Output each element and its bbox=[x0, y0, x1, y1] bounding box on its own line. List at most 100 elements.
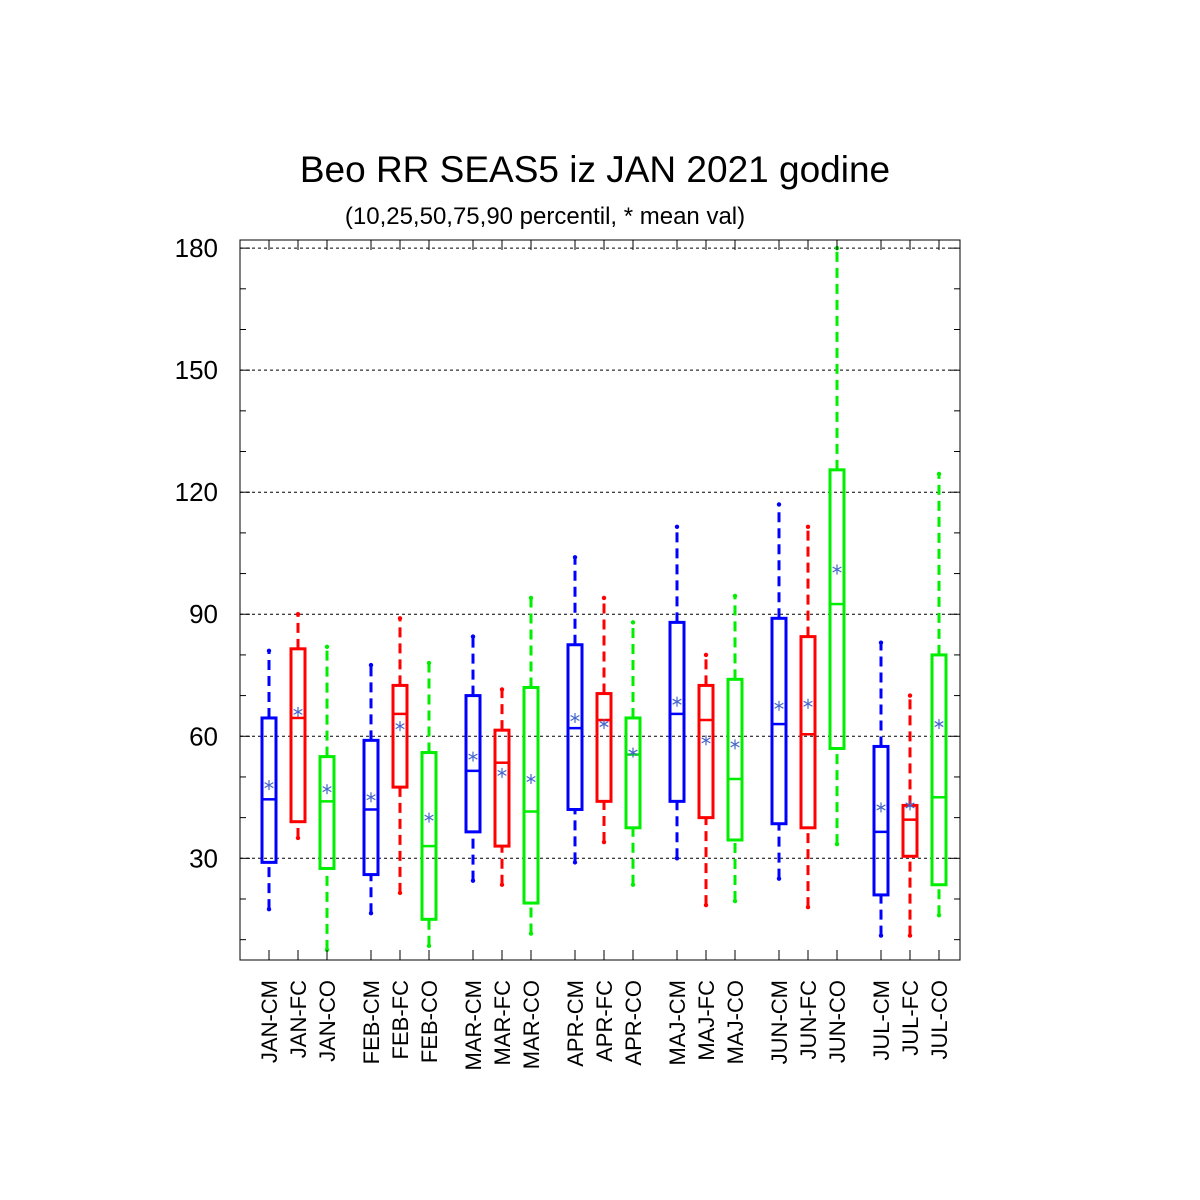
x-tick-label: JAN-FC bbox=[286, 980, 311, 1058]
mean-stroke bbox=[264, 782, 274, 789]
box-iqr bbox=[624, 716, 642, 830]
mean-marker bbox=[570, 712, 580, 723]
y-tick-label: 90 bbox=[189, 599, 218, 629]
box-mar-cm bbox=[464, 634, 482, 883]
mean-marker bbox=[395, 721, 405, 732]
whisker-end-p90 bbox=[878, 640, 884, 645]
mean-stroke bbox=[293, 708, 303, 715]
box-iqr bbox=[828, 468, 846, 750]
mean-marker bbox=[905, 800, 915, 811]
mean-marker bbox=[876, 802, 886, 813]
box-apr-cm bbox=[566, 555, 584, 865]
whisker-end-p90 bbox=[368, 662, 374, 668]
box-jan-cm bbox=[260, 648, 278, 912]
whisker-end-p10 bbox=[703, 902, 709, 908]
mean-marker bbox=[293, 706, 303, 717]
x-tick-label: JUL-CO bbox=[927, 980, 952, 1059]
box-iqr bbox=[872, 744, 890, 897]
mean-stroke bbox=[730, 741, 740, 748]
y-tick-label: 30 bbox=[189, 843, 218, 873]
mean-stroke bbox=[832, 566, 842, 573]
x-tick-label: APR-CM bbox=[563, 980, 588, 1067]
box-jan-co bbox=[318, 644, 336, 953]
mean-marker bbox=[424, 812, 434, 823]
mean-stroke bbox=[395, 723, 405, 730]
box-iqr bbox=[420, 751, 438, 921]
box-jul-fc bbox=[901, 693, 919, 938]
grid-lines bbox=[240, 247, 960, 859]
mean-stroke bbox=[497, 769, 507, 776]
mean-marker bbox=[497, 767, 507, 778]
whisker-end-p10 bbox=[470, 878, 476, 883]
whisker-end-p90 bbox=[397, 616, 403, 621]
mean-stroke bbox=[366, 794, 376, 801]
x-tick-label: FEB-CO bbox=[417, 980, 442, 1063]
box-iqr bbox=[362, 738, 380, 877]
whisker-end-p90 bbox=[266, 648, 272, 654]
mean-stroke bbox=[526, 775, 536, 783]
x-tick-label: APR-FC bbox=[592, 980, 617, 1062]
mean-marker bbox=[832, 564, 842, 575]
whisker-end-p10 bbox=[601, 839, 607, 845]
whisker-end-p90 bbox=[499, 687, 505, 692]
mean-stroke bbox=[468, 753, 478, 760]
whisker-end-p10 bbox=[630, 882, 636, 887]
x-tick-label: FEB-CM bbox=[359, 980, 384, 1064]
box-jun-cm bbox=[770, 502, 788, 881]
box-iqr bbox=[522, 685, 540, 905]
whisker-end-p90 bbox=[572, 555, 578, 560]
box-iqr bbox=[289, 647, 307, 824]
whisker-end-p10 bbox=[397, 890, 403, 896]
box-jun-co bbox=[828, 245, 846, 847]
whisker-end-p90 bbox=[528, 595, 534, 601]
x-tick-label: FEB-FC bbox=[388, 980, 413, 1060]
mean-stroke bbox=[905, 802, 915, 809]
box-iqr bbox=[930, 653, 948, 887]
whisker-end-p90 bbox=[324, 644, 330, 649]
box-iqr bbox=[799, 635, 817, 830]
box-feb-co bbox=[420, 660, 438, 948]
whisker-end-p90 bbox=[470, 634, 476, 639]
mean-marker bbox=[934, 719, 944, 730]
whisker-end-p90 bbox=[805, 524, 811, 529]
mean-stroke bbox=[672, 698, 682, 705]
whisker-end-p10 bbox=[266, 906, 272, 912]
whisker-end-p10 bbox=[732, 898, 738, 904]
x-tick-label: JAN-CO bbox=[315, 980, 340, 1062]
mean-stroke bbox=[876, 804, 886, 811]
box-series bbox=[260, 245, 948, 953]
mean-stroke bbox=[701, 737, 711, 744]
y-tick-label: 60 bbox=[189, 721, 218, 751]
box-apr-co bbox=[624, 620, 642, 887]
mean-stroke bbox=[803, 700, 813, 707]
mean-marker bbox=[803, 698, 813, 709]
box-jul-cm bbox=[872, 640, 890, 938]
whisker-end-p10 bbox=[295, 835, 301, 841]
whisker-end-p90 bbox=[630, 620, 636, 625]
mean-marker bbox=[366, 792, 376, 803]
whisker-end-p90 bbox=[601, 595, 607, 601]
box-iqr bbox=[391, 683, 409, 789]
y-tick-label: 180 bbox=[175, 233, 218, 263]
box-iqr bbox=[318, 755, 336, 870]
box-apr-fc bbox=[595, 595, 613, 845]
whisker-end-p10 bbox=[324, 947, 330, 953]
mean-stroke bbox=[599, 721, 609, 728]
mean-marker bbox=[628, 747, 638, 758]
whisker-end-p10 bbox=[368, 911, 374, 916]
whisker-end-p10 bbox=[528, 931, 534, 936]
whisker-end-p90 bbox=[936, 471, 942, 477]
mean-stroke bbox=[934, 721, 944, 728]
box-iqr bbox=[668, 620, 686, 803]
x-tick-label: JUN-CM bbox=[767, 980, 792, 1064]
box-mar-fc bbox=[493, 687, 511, 887]
mean-marker bbox=[774, 700, 784, 711]
box-iqr bbox=[697, 683, 715, 820]
mean-stroke bbox=[774, 702, 784, 709]
box-feb-cm bbox=[362, 662, 380, 916]
x-tick-label: APR-CO bbox=[621, 980, 646, 1066]
box-iqr bbox=[493, 728, 511, 848]
mean-marker bbox=[701, 735, 711, 746]
mean-marker bbox=[526, 773, 536, 784]
whisker-end-p10 bbox=[834, 841, 840, 847]
